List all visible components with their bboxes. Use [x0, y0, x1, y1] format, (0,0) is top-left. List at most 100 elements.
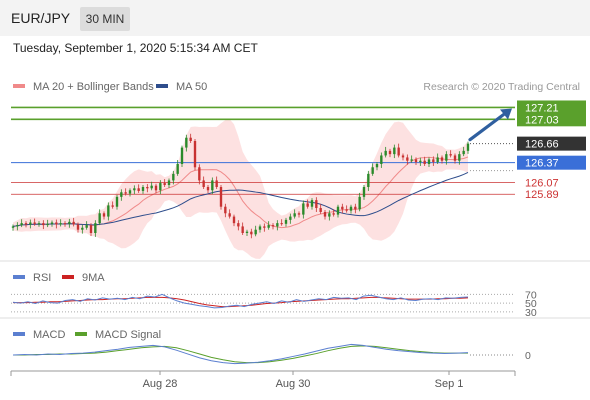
candle-body [20, 223, 23, 226]
candle-body [453, 155, 457, 161]
ma50-line [12, 171, 469, 227]
credit-text: Research © 2020 Trading Central [423, 81, 580, 93]
rsi-level-label: 50 [525, 298, 537, 310]
macd-legend-swatch [75, 332, 87, 336]
candle-body [120, 192, 123, 197]
candle-body [358, 196, 361, 210]
candle-body [315, 200, 318, 209]
candle-body [406, 157, 409, 161]
candle-body [137, 188, 140, 191]
candle-body [254, 229, 257, 235]
candle-body [349, 206, 353, 211]
candle-body [380, 155, 383, 164]
candle-body [37, 223, 41, 225]
legend-swatch [13, 84, 25, 88]
candle-body [202, 180, 205, 187]
candle-body [336, 206, 340, 215]
candle-body [375, 164, 379, 168]
candle-body [211, 180, 214, 191]
macd-legend-label: MACD Signal [95, 329, 161, 341]
candle-body [89, 225, 93, 233]
rsi-legend-label: 9MA [82, 272, 105, 284]
candle-body [293, 213, 296, 217]
resistance-label-2: 127.03 [525, 114, 559, 126]
macd-legend-swatch [13, 332, 25, 336]
candle-body [462, 150, 465, 155]
candle-body [107, 205, 110, 217]
candle-body [63, 223, 67, 225]
candle-body [310, 200, 314, 207]
candle-body [224, 206, 227, 214]
candle-body [362, 187, 366, 197]
x-tick-label: Sep 1 [435, 378, 464, 390]
candle-body [115, 196, 119, 207]
candle-body [414, 159, 418, 163]
candle-body [284, 219, 288, 224]
projection-arrow-shaft [468, 111, 507, 142]
candle-body [193, 141, 197, 168]
candle-body [29, 222, 32, 225]
candle-body [354, 206, 357, 210]
candle-body [167, 180, 171, 186]
candle-body [328, 213, 331, 217]
support-label-2: 125.89 [525, 189, 559, 201]
rsi-level-label: 30 [525, 307, 537, 319]
candle-body [384, 150, 387, 156]
rsi-legend-label: RSI [33, 272, 51, 284]
candle-body [163, 183, 166, 186]
candle-body [102, 213, 106, 217]
candle-body [388, 150, 392, 155]
macd-legend-label: MACD [33, 329, 65, 341]
candle-body [401, 155, 405, 158]
timeframe-button[interactable]: 30 MIN [80, 7, 130, 31]
macd-line [12, 343, 469, 365]
candle-body [185, 137, 188, 148]
candle-body [276, 223, 279, 227]
candle-body [219, 187, 223, 207]
candle-body [46, 223, 49, 226]
candle-body [332, 213, 335, 215]
macd-zero-label: 0 [525, 350, 531, 362]
candle-body [258, 226, 262, 230]
candle-body [50, 222, 54, 224]
candle-body [159, 183, 162, 191]
candle-body [319, 208, 322, 212]
macd-signal-line [13, 345, 468, 364]
candle-body [427, 159, 431, 164]
candle-body [24, 223, 28, 225]
symbol-label: EUR/JPY [11, 10, 71, 26]
candle-body [263, 226, 266, 228]
candle-body [289, 216, 292, 220]
rsi-level-label: 70 [525, 289, 537, 301]
candle-body [367, 173, 370, 187]
x-tick-label: Aug 30 [276, 378, 311, 390]
candle-body [189, 137, 192, 141]
candle-body [111, 205, 114, 207]
candle-body [68, 221, 71, 224]
candle-body [449, 154, 452, 156]
pivot-label: 126.37 [525, 158, 559, 170]
candle-body [323, 211, 327, 217]
rsi-ma-line [13, 296, 469, 308]
candle-body [397, 147, 400, 156]
candle-body [232, 216, 236, 224]
candle-body [42, 223, 45, 226]
candle-body [466, 143, 470, 151]
candle-body [59, 223, 62, 225]
candle-body [393, 147, 396, 155]
candle-body [306, 203, 309, 207]
timestamp: Tuesday, September 1, 2020 5:15:34 AM CE… [13, 41, 258, 55]
candle-body [271, 225, 275, 227]
candle-body [198, 167, 201, 181]
support-label-1: 126.07 [525, 177, 559, 189]
candle-body [241, 226, 244, 233]
legend-label: MA 50 [176, 81, 207, 93]
candle-body [432, 159, 435, 163]
legend-label: MA 20 + Bollinger Bands [33, 81, 154, 93]
candle-body [172, 173, 175, 181]
candle-body [371, 167, 374, 174]
x-tick-label: Aug 28 [143, 378, 178, 390]
rsi-legend-swatch [62, 275, 74, 279]
candle-body [81, 227, 84, 230]
